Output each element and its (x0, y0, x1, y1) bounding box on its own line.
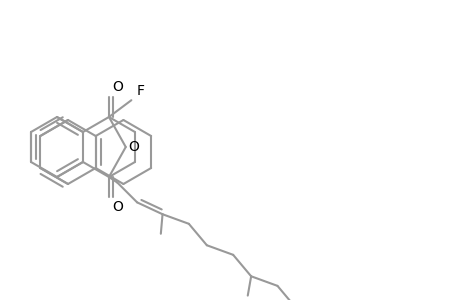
Text: F: F (136, 84, 144, 98)
Text: O: O (112, 200, 123, 214)
Text: O: O (112, 80, 123, 94)
Text: O: O (128, 140, 138, 154)
